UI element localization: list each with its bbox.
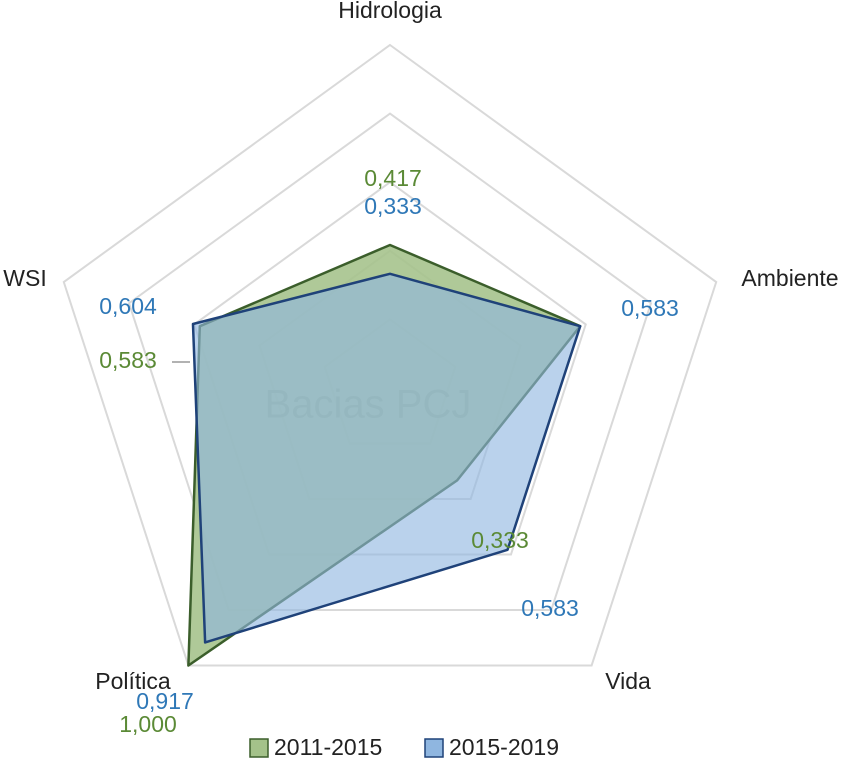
value-label: 0,583 — [521, 595, 579, 621]
value-label: 0,917 — [136, 688, 194, 714]
value-label: 0,583 — [621, 295, 679, 321]
category-label: Ambiente — [741, 265, 838, 291]
value-label: 0,333 — [471, 527, 529, 553]
series-area — [191, 272, 582, 644]
value-label: 0,604 — [99, 293, 157, 319]
grid-ring — [127, 112, 653, 611]
category-label: WSI — [3, 265, 46, 291]
value-label: 0,583 — [99, 347, 157, 373]
category-label: Política — [95, 668, 171, 694]
value-label: 0,333 — [364, 193, 422, 219]
value-label: 1,000 — [119, 711, 177, 737]
category-label: Hidrologia — [338, 0, 442, 23]
legend-swatch — [249, 738, 269, 758]
legend-label: 2015-2019 — [449, 734, 559, 760]
category-label: Vida — [605, 668, 651, 694]
value-label: 0,417 — [364, 165, 422, 191]
legend-label: 2011-2015 — [274, 734, 382, 760]
legend-swatch — [424, 738, 444, 758]
grid-ring — [62, 43, 718, 667]
